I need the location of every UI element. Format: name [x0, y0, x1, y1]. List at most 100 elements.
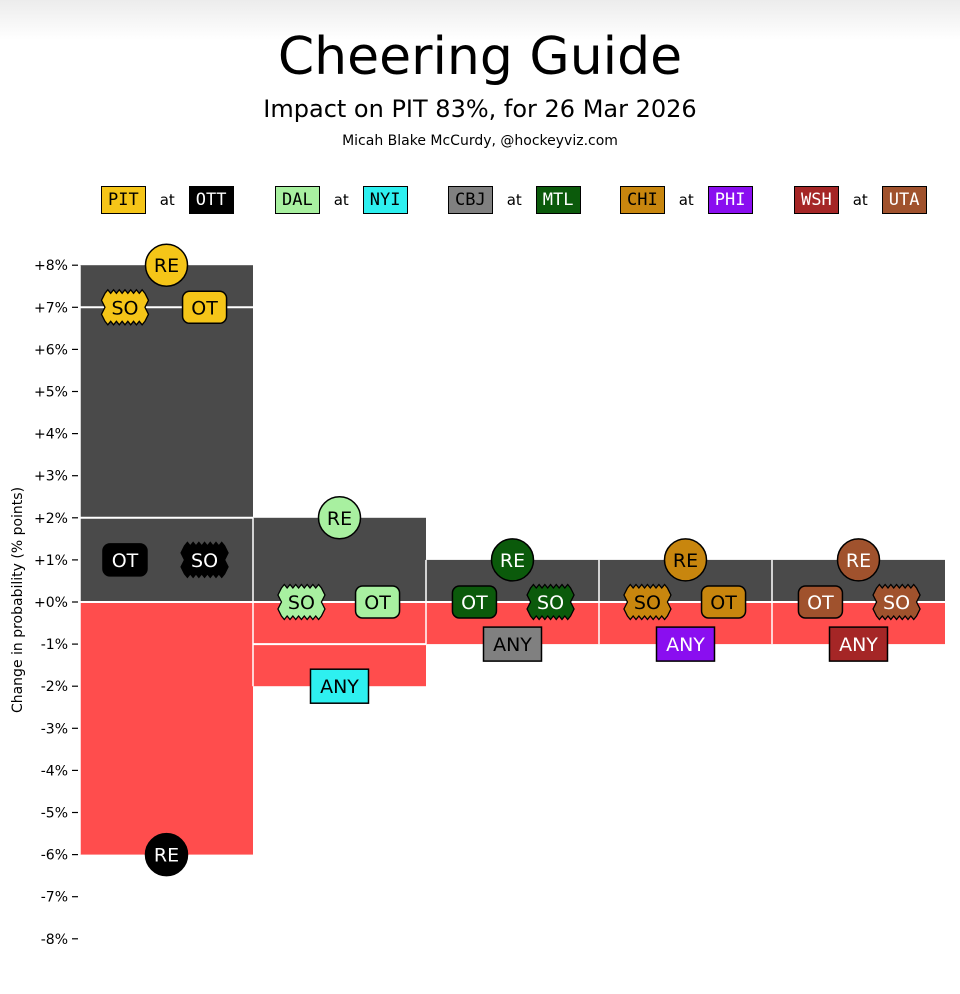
marker-any: ANY	[828, 626, 889, 662]
y-tick-label: -3%	[41, 721, 68, 737]
marker-rounded-box	[354, 585, 401, 619]
legend-team-tag: CHI	[620, 186, 665, 214]
y-tick-label: +7%	[34, 300, 68, 316]
marker-zigzag-box	[623, 583, 672, 621]
marker-so: SO	[872, 583, 921, 621]
marker-label: ANY	[666, 634, 705, 656]
marker-ot: OT	[797, 585, 844, 619]
marker-label: OT	[364, 592, 391, 614]
marker-so: SO	[100, 288, 150, 326]
marker-re: RE	[836, 538, 881, 582]
marker-label: OT	[191, 297, 218, 319]
marker-label: SO	[111, 297, 138, 319]
legend-team-tag: DAL	[275, 186, 320, 214]
marker-label: SO	[288, 592, 315, 614]
marker-so: SO	[526, 583, 575, 621]
marker-label: OT	[710, 592, 737, 614]
marker-label: SO	[883, 592, 910, 614]
marker-re: RE	[490, 538, 535, 582]
marker-label: SO	[537, 592, 564, 614]
y-tick-label: -7%	[41, 890, 68, 906]
legend-team-tag: NYI	[362, 186, 408, 214]
chart-subtitle: Impact on PIT 83%, for 26 Mar 2026	[263, 95, 697, 123]
y-tick-label: +8%	[34, 258, 68, 274]
marker-label: RE	[154, 845, 179, 867]
marker-label: RE	[846, 550, 871, 572]
legend-game-5: WSH at UTA	[794, 186, 927, 214]
marker-label: RE	[500, 550, 525, 572]
marker-label: SO	[191, 550, 218, 572]
legend-game-3: CBJ at MTL	[448, 186, 581, 214]
marker-so: SO	[623, 583, 672, 621]
chart-title: Cheering Guide	[277, 27, 683, 87]
marker-circle	[317, 496, 362, 540]
legend-at: at	[852, 191, 868, 209]
y-tick-label: +2%	[34, 511, 68, 527]
marker-so: SO	[277, 583, 326, 621]
marker-re: RE	[144, 243, 189, 287]
marker-re: RE	[144, 832, 189, 877]
marker-ot: OT	[700, 585, 747, 619]
marker-zigzag-box	[872, 583, 921, 621]
marker-zigzag-box	[277, 583, 326, 621]
marker-rounded-box	[797, 585, 844, 619]
legend-game-1: PIT at OTT	[101, 186, 234, 214]
legend-game-2: DAL at NYI	[275, 186, 408, 214]
marker-square-box	[482, 626, 543, 662]
legend-at: at	[159, 191, 175, 209]
marker-label: OT	[807, 592, 834, 614]
legend-team-tag: OTT	[188, 186, 234, 214]
y-tick-label: +0%	[34, 595, 68, 611]
legend-game-4: CHI at PHI	[620, 186, 753, 214]
marker-ot: OT	[102, 543, 148, 577]
marker-re: RE	[663, 538, 708, 582]
marker-zigzag-box	[180, 541, 229, 579]
y-tick-label: -1%	[41, 637, 68, 653]
marker-any: ANY	[655, 626, 716, 662]
legend-team-tag: PHI	[707, 186, 753, 214]
marker-ot: OT	[451, 585, 498, 619]
marker-label: SO	[634, 592, 661, 614]
marker-label: RE	[327, 508, 352, 530]
legend-at: at	[506, 191, 522, 209]
legend-at: at	[678, 191, 694, 209]
marker-label: ANY	[493, 634, 532, 656]
marker-square-box	[309, 668, 370, 704]
marker-label: RE	[673, 550, 698, 572]
marker-any: ANY	[309, 668, 370, 704]
bar-negative	[80, 602, 253, 855]
legend-team-tag: MTL	[535, 186, 581, 214]
marker-circle	[490, 538, 535, 582]
legend-at: at	[333, 191, 349, 209]
y-tick-label: -4%	[41, 763, 68, 779]
legend-team-tag: UTA	[881, 186, 927, 214]
marker-square-box	[655, 626, 716, 662]
marker-ot: OT	[181, 290, 228, 325]
y-tick-label: +5%	[34, 385, 68, 401]
marker-circle	[836, 538, 881, 582]
marker-circle	[663, 538, 708, 582]
y-tick-label: +3%	[34, 469, 68, 485]
marker-label: RE	[154, 255, 179, 277]
marker-label: ANY	[839, 634, 878, 656]
y-tick-label: +4%	[34, 427, 68, 443]
marker-rounded-box	[700, 585, 747, 619]
y-tick-label: -6%	[41, 848, 68, 864]
marker-square-box	[828, 626, 889, 662]
marker-zigzag-box	[526, 583, 575, 621]
legend-team-tag: PIT	[101, 186, 146, 214]
y-tick-label: +1%	[34, 553, 68, 569]
y-tick-label: -2%	[41, 679, 68, 695]
marker-ot: OT	[354, 585, 401, 619]
marker-label: ANY	[320, 676, 359, 698]
marker-rounded-box	[451, 585, 498, 619]
marker-circle	[144, 243, 189, 287]
y-tick-label: -5%	[41, 806, 68, 822]
marker-label: OT	[112, 550, 139, 572]
marker-label: OT	[461, 592, 488, 614]
top-shade	[0, 0, 960, 40]
marker-rounded-box	[102, 543, 148, 577]
legend-team-tag: WSH	[794, 186, 839, 214]
legend-team-tag: CBJ	[448, 186, 493, 214]
